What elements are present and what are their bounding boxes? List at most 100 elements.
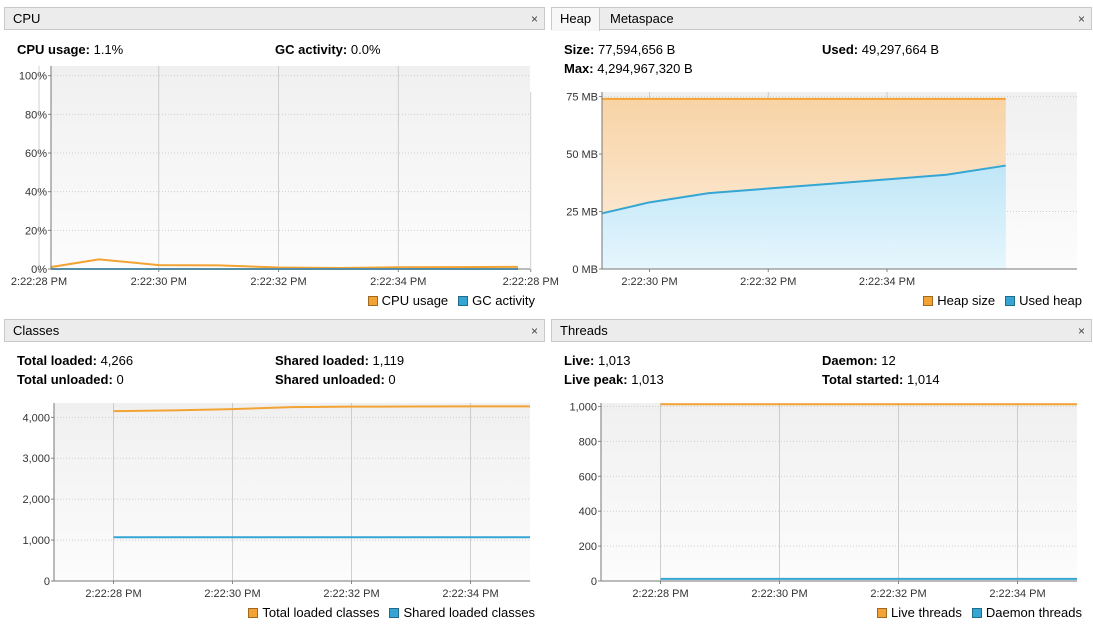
- x-tick-label: 2:22:28 PM: [85, 588, 141, 600]
- y-tick-label: 0: [591, 576, 597, 588]
- cpu-legend: CPU usage GC activity: [358, 293, 535, 308]
- y-tick-label: 3,000: [22, 453, 50, 465]
- close-icon[interactable]: ×: [530, 324, 538, 338]
- y-tick-label: 4,000: [22, 412, 50, 424]
- gc-activity-stat: GC activity: 0.0%: [275, 42, 381, 57]
- live-stat: Live: 1,013: [564, 353, 631, 368]
- x-tick-label: 2:22:34 PM: [859, 276, 915, 288]
- blue-swatch-icon: [389, 607, 400, 618]
- series-line-total-loaded-classes: [113, 405, 530, 413]
- threads-title-bar: Threads ×: [551, 319, 1092, 342]
- y-tick-label: 40%: [25, 187, 47, 199]
- legend-cpu-usage[interactable]: CPU usage: [367, 293, 448, 308]
- plot-background: [601, 403, 1077, 581]
- close-icon[interactable]: ×: [1077, 324, 1085, 338]
- blue-swatch-icon: [1005, 295, 1016, 306]
- cpu-usage-stat: CPU usage: 1.1%: [17, 42, 124, 57]
- total-started-stat: Total started: 1,014: [822, 372, 940, 387]
- x-tick-label: 2:22:32 PM: [323, 588, 379, 600]
- heap-legend: Heap size Used heap: [913, 293, 1082, 308]
- shared-unloaded-stat: Shared unloaded: 0: [275, 372, 396, 387]
- series-group: [602, 97, 1006, 269]
- close-icon[interactable]: ×: [530, 12, 538, 26]
- live-peak-stat: Live peak: 1,013: [564, 372, 664, 387]
- y-tick-label: 80%: [25, 109, 47, 121]
- orange-swatch-icon: [877, 607, 888, 618]
- y-tick-label: 0: [44, 576, 50, 588]
- orange-swatch-icon: [923, 295, 934, 306]
- x-tick-label: 2:22:34 PM: [442, 588, 498, 600]
- y-tick-label: 400: [579, 506, 597, 518]
- x-tick-label: 2:22:30 PM: [204, 588, 260, 600]
- legend-used-heap[interactable]: Used heap: [1005, 293, 1082, 308]
- legend-gc-activity[interactable]: GC activity: [458, 293, 535, 308]
- threads-panel: Threads × Live: 1,013 Daemon: 12 Live pe…: [551, 319, 1092, 624]
- series-line-used-heap: [602, 164, 1006, 215]
- x-tick-label: 2:22:30 PM: [131, 276, 187, 288]
- close-icon[interactable]: ×: [1077, 12, 1085, 26]
- heap-chart: 0 MB 25 MB 50 MB 75 MB 2:22:28 PM 2:22:30 PM 2…: [503, 92, 1077, 288]
- x-tick-label: 2:22:32 PM: [870, 588, 926, 600]
- y-tick-label: 50 MB: [566, 149, 598, 161]
- orange-swatch-icon: [367, 295, 378, 306]
- y-tick-label: 20%: [25, 225, 47, 237]
- daemon-stat: Daemon: 12: [822, 353, 896, 368]
- classes-legend: Total loaded classes Shared loaded class…: [238, 605, 535, 620]
- orange-swatch-icon: [248, 607, 259, 618]
- legend-heap-size[interactable]: Heap size: [923, 293, 995, 308]
- x-tick-label: 2:22:30 PM: [621, 276, 677, 288]
- threads-chart: 0 200 400 600 800 1,000 2:22:28 PM 2:22:30 PM 2:…: [569, 401, 1077, 600]
- series-group: [113, 405, 530, 539]
- legend-shared-loaded[interactable]: Shared loaded classes: [389, 605, 535, 620]
- total-loaded-stat: Total loaded: 4,266: [17, 353, 134, 368]
- heap-max-stat: Max: 4,294,967,320 B: [564, 61, 693, 76]
- x-tick-label: 2:22:32 PM: [740, 276, 796, 288]
- x-tick-label: 2:22:28 PM: [11, 276, 67, 288]
- y-tick-label: 600: [579, 471, 597, 483]
- y-tick-label: 1,000: [569, 401, 597, 413]
- classes-title-bar: Classes ×: [4, 319, 545, 342]
- y-tick-label: 800: [579, 436, 597, 448]
- legend-live-threads[interactable]: Live threads: [877, 605, 962, 620]
- y-tick-label: 100%: [19, 71, 47, 83]
- y-tick-label: 1,000: [22, 535, 50, 547]
- x-tick-label: 2:22:32 PM: [250, 276, 306, 288]
- y-tick-label: 0 MB: [572, 264, 598, 276]
- cpu-panel: CPU × CPU usage: 1.1% GC activity: 0.0% …: [4, 7, 545, 312]
- series-area-used-heap: [602, 165, 1006, 269]
- shared-loaded-stat: Shared loaded: 1,119: [275, 353, 405, 368]
- classes-chart: 0 1,000 2,000 3,000 4,000 2:22:28 PM 2:22:30 P…: [22, 403, 530, 600]
- legend-total-loaded[interactable]: Total loaded classes: [248, 605, 379, 620]
- y-tick-label: 75 MB: [566, 92, 598, 104]
- x-tick-label: 2:22:34 PM: [989, 588, 1045, 600]
- heap-used-stat: Used: 49,297,664 B: [822, 42, 940, 57]
- heap-title-bar: Heap Metaspace ×: [551, 7, 1092, 31]
- plot-background: [54, 403, 530, 581]
- cpu-title-bar: CPU ×: [4, 7, 545, 30]
- blue-swatch-icon: [971, 607, 982, 618]
- series-group: [660, 403, 1077, 580]
- classes-panel: Classes × Total loaded: 4,266 Shared loa…: [4, 319, 545, 624]
- heap-panel: Heap Metaspace × Size: 77,594,656 B Used…: [503, 7, 1092, 312]
- blue-swatch-icon: [458, 295, 469, 306]
- x-tick-label: 2:22:34 PM: [370, 276, 426, 288]
- x-tick-label: 2:22:30 PM: [751, 588, 807, 600]
- plot-background: [51, 66, 530, 269]
- threads-title: Threads: [560, 323, 608, 338]
- cpu-chart: 0%20%40%60%80%100%2:22:28 PM 2:22:30 PM 2:…: [11, 66, 530, 288]
- total-unloaded-stat: Total unloaded: 0: [17, 372, 124, 387]
- x-tick-label: 2:22:28 PM: [503, 276, 559, 288]
- y-tick-label: 25 MB: [566, 207, 598, 219]
- y-tick-label: 200: [579, 541, 597, 553]
- classes-title: Classes: [13, 323, 60, 338]
- heap-size-stat: Size: 77,594,656 B: [564, 42, 676, 57]
- threads-legend: Live threads Daemon threads: [867, 605, 1082, 620]
- y-tick-label: 2,000: [22, 494, 50, 506]
- tab-heap[interactable]: Heap: [552, 8, 601, 31]
- cpu-title: CPU: [13, 11, 41, 26]
- tab-metaspace[interactable]: Metaspace: [610, 11, 674, 26]
- x-tick-label: 2:22:28 PM: [632, 588, 688, 600]
- y-tick-label: 60%: [25, 148, 47, 160]
- series-line-cpu-usage: [51, 258, 519, 270]
- legend-daemon-threads[interactable]: Daemon threads: [971, 605, 1082, 620]
